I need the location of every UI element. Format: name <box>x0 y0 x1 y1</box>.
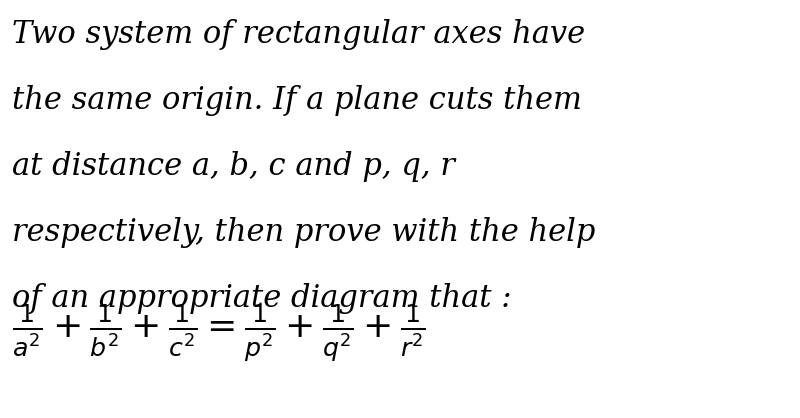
Text: of an appropriate diagram that :: of an appropriate diagram that : <box>12 283 511 314</box>
Text: at distance a, b, c and p, q, r: at distance a, b, c and p, q, r <box>12 151 455 182</box>
Text: Two system of rectangular axes have: Two system of rectangular axes have <box>12 19 585 50</box>
Text: $\it{\frac{1}{a^2} + \frac{1}{b^2} + \frac{1}{c^2} = \frac{1}{p^2} + \frac{1}{q^: $\it{\frac{1}{a^2} + \frac{1}{b^2} + \fr… <box>12 303 426 364</box>
Text: respectively, then prove with the help: respectively, then prove with the help <box>12 217 595 248</box>
Text: the same origin. If a plane cuts them: the same origin. If a plane cuts them <box>12 85 582 116</box>
